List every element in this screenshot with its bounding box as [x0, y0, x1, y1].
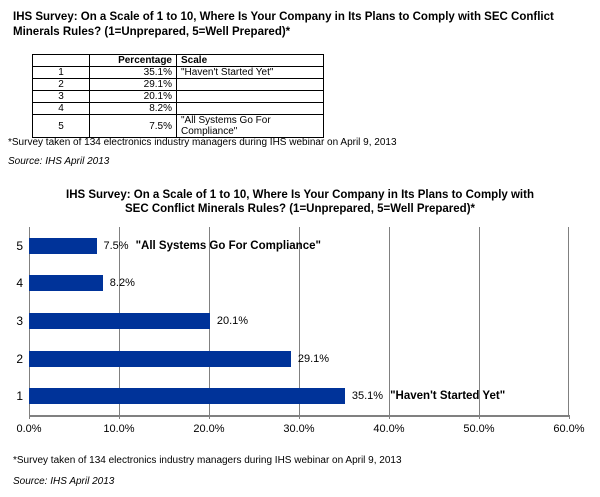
- table-row: 5 7.5% "All Systems Go For Compliance": [32, 114, 324, 138]
- table-column-header: Percentage: [89, 54, 177, 67]
- table-cell: "All Systems Go For Compliance": [176, 114, 324, 138]
- bar-annotation: "All Systems Go For Compliance": [135, 239, 321, 252]
- x-axis-label: 50.0%: [463, 423, 495, 435]
- axis-tick: [29, 415, 30, 419]
- survey-table: Percentage Scale 1 35.1% "Haven't Started Y…: [32, 54, 324, 138]
- axis-tick: [119, 415, 120, 419]
- x-axis-label: 20.0%: [193, 423, 225, 435]
- bar: [29, 275, 103, 292]
- table-row: 1 35.1% "Haven't Started Yet": [32, 66, 324, 79]
- bar-row: 7.5% "All Systems Go For Compliance": [29, 227, 569, 265]
- bar-row: 8.2%: [29, 265, 569, 303]
- table-cell: [176, 78, 324, 91]
- value-label: 35.1%: [351, 390, 384, 403]
- x-axis-label: 60.0%: [553, 423, 585, 435]
- x-axis-label: 30.0%: [283, 423, 315, 435]
- gridline: [479, 227, 480, 415]
- survey-footnote: *Survey taken of 134 electronics industr…: [8, 137, 397, 148]
- survey-table-head: Percentage Scale: [32, 54, 324, 67]
- axis-tick: [479, 415, 480, 419]
- document-title-line1: IHS Survey: On a Scale of 1 to 10, Where…: [13, 11, 554, 23]
- category-label: 4: [16, 276, 23, 291]
- bar-row: 20.1%: [29, 302, 569, 340]
- table-cell: 8.2%: [89, 102, 177, 115]
- table-cell: 29.1%: [89, 78, 177, 91]
- chart-title-line1: IHS Survey: On a Scale of 1 to 10, Where…: [66, 189, 534, 201]
- table-row: 2 29.1%: [32, 78, 324, 91]
- table-cell: 35.1%: [89, 66, 177, 79]
- document-title: IHS Survey: On a Scale of 1 to 10, Where…: [13, 10, 591, 40]
- chart-footnote: *Survey taken of 134 electronics industr…: [13, 455, 402, 466]
- bar-row: 29.1%: [29, 340, 569, 378]
- x-axis-label: 0.0%: [16, 423, 42, 435]
- bar: [29, 388, 345, 405]
- table-cell: 20.1%: [89, 90, 177, 103]
- category-label: 3: [16, 314, 23, 328]
- table-cell: [176, 102, 324, 115]
- value-label: 20.1%: [216, 314, 249, 327]
- table-cell: [176, 90, 324, 103]
- chart-title: IHS Survey: On a Scale of 1 to 10, Where…: [0, 188, 600, 216]
- table-cell: 7.5%: [89, 114, 177, 138]
- table-cell: 1: [32, 66, 90, 79]
- bar-annotation: "Haven't Started Yet": [390, 390, 506, 403]
- category-label: 1: [16, 389, 23, 404]
- table-row: 4 8.2%: [32, 102, 324, 115]
- table-cell: 2: [32, 78, 90, 91]
- table-row: 3 20.1%: [32, 90, 324, 103]
- gridline: [568, 227, 569, 415]
- category-label: 2: [16, 351, 23, 366]
- table-cell: 5: [32, 114, 90, 138]
- axis-tick: [569, 415, 570, 419]
- x-axis-label: 40.0%: [373, 423, 405, 435]
- table-column-header: Scale: [176, 54, 324, 67]
- value-label: 8.2%: [109, 277, 135, 290]
- table-cell: 4: [32, 102, 90, 115]
- plot-area: 7.5% "All Systems Go For Compliance" 8.2% 2…: [29, 227, 569, 417]
- value-label: 29.1%: [297, 352, 330, 365]
- chart-title-line2: SEC Conflict Minerals Rules? (1=Unprepar…: [125, 203, 475, 215]
- bar: [29, 350, 291, 367]
- bar: [29, 237, 97, 254]
- survey-source: Source: IHS April 2013: [8, 156, 110, 167]
- table-header-row: Percentage Scale: [32, 54, 324, 67]
- chart-source: Source: IHS April 2013: [13, 476, 115, 487]
- survey-table-body: 1 35.1% "Haven't Started Yet" 2 29.1% 3 20.1% 4…: [32, 66, 324, 138]
- value-label: 7.5%: [103, 239, 129, 252]
- category-label: 5: [16, 238, 23, 253]
- gridline: [388, 227, 390, 415]
- x-axis-label: 10.0%: [103, 423, 135, 435]
- table-cell: "Haven't Started Yet": [176, 66, 324, 79]
- bar-chart: 7.5% "All Systems Go For Compliance" 8.2% 2…: [0, 227, 600, 435]
- axis-tick: [209, 415, 210, 419]
- table-column-header: [32, 54, 90, 67]
- gridline: [299, 227, 300, 415]
- axis-tick: [299, 415, 300, 419]
- bar: [29, 312, 210, 329]
- document-title-line2: Minerals Rules? (1=Unprepared, 5=Well Pr…: [13, 26, 291, 38]
- axis-tick: [389, 415, 390, 419]
- bar-row: 35.1% "Haven't Started Yet": [29, 377, 569, 415]
- table-cell: 3: [32, 90, 90, 103]
